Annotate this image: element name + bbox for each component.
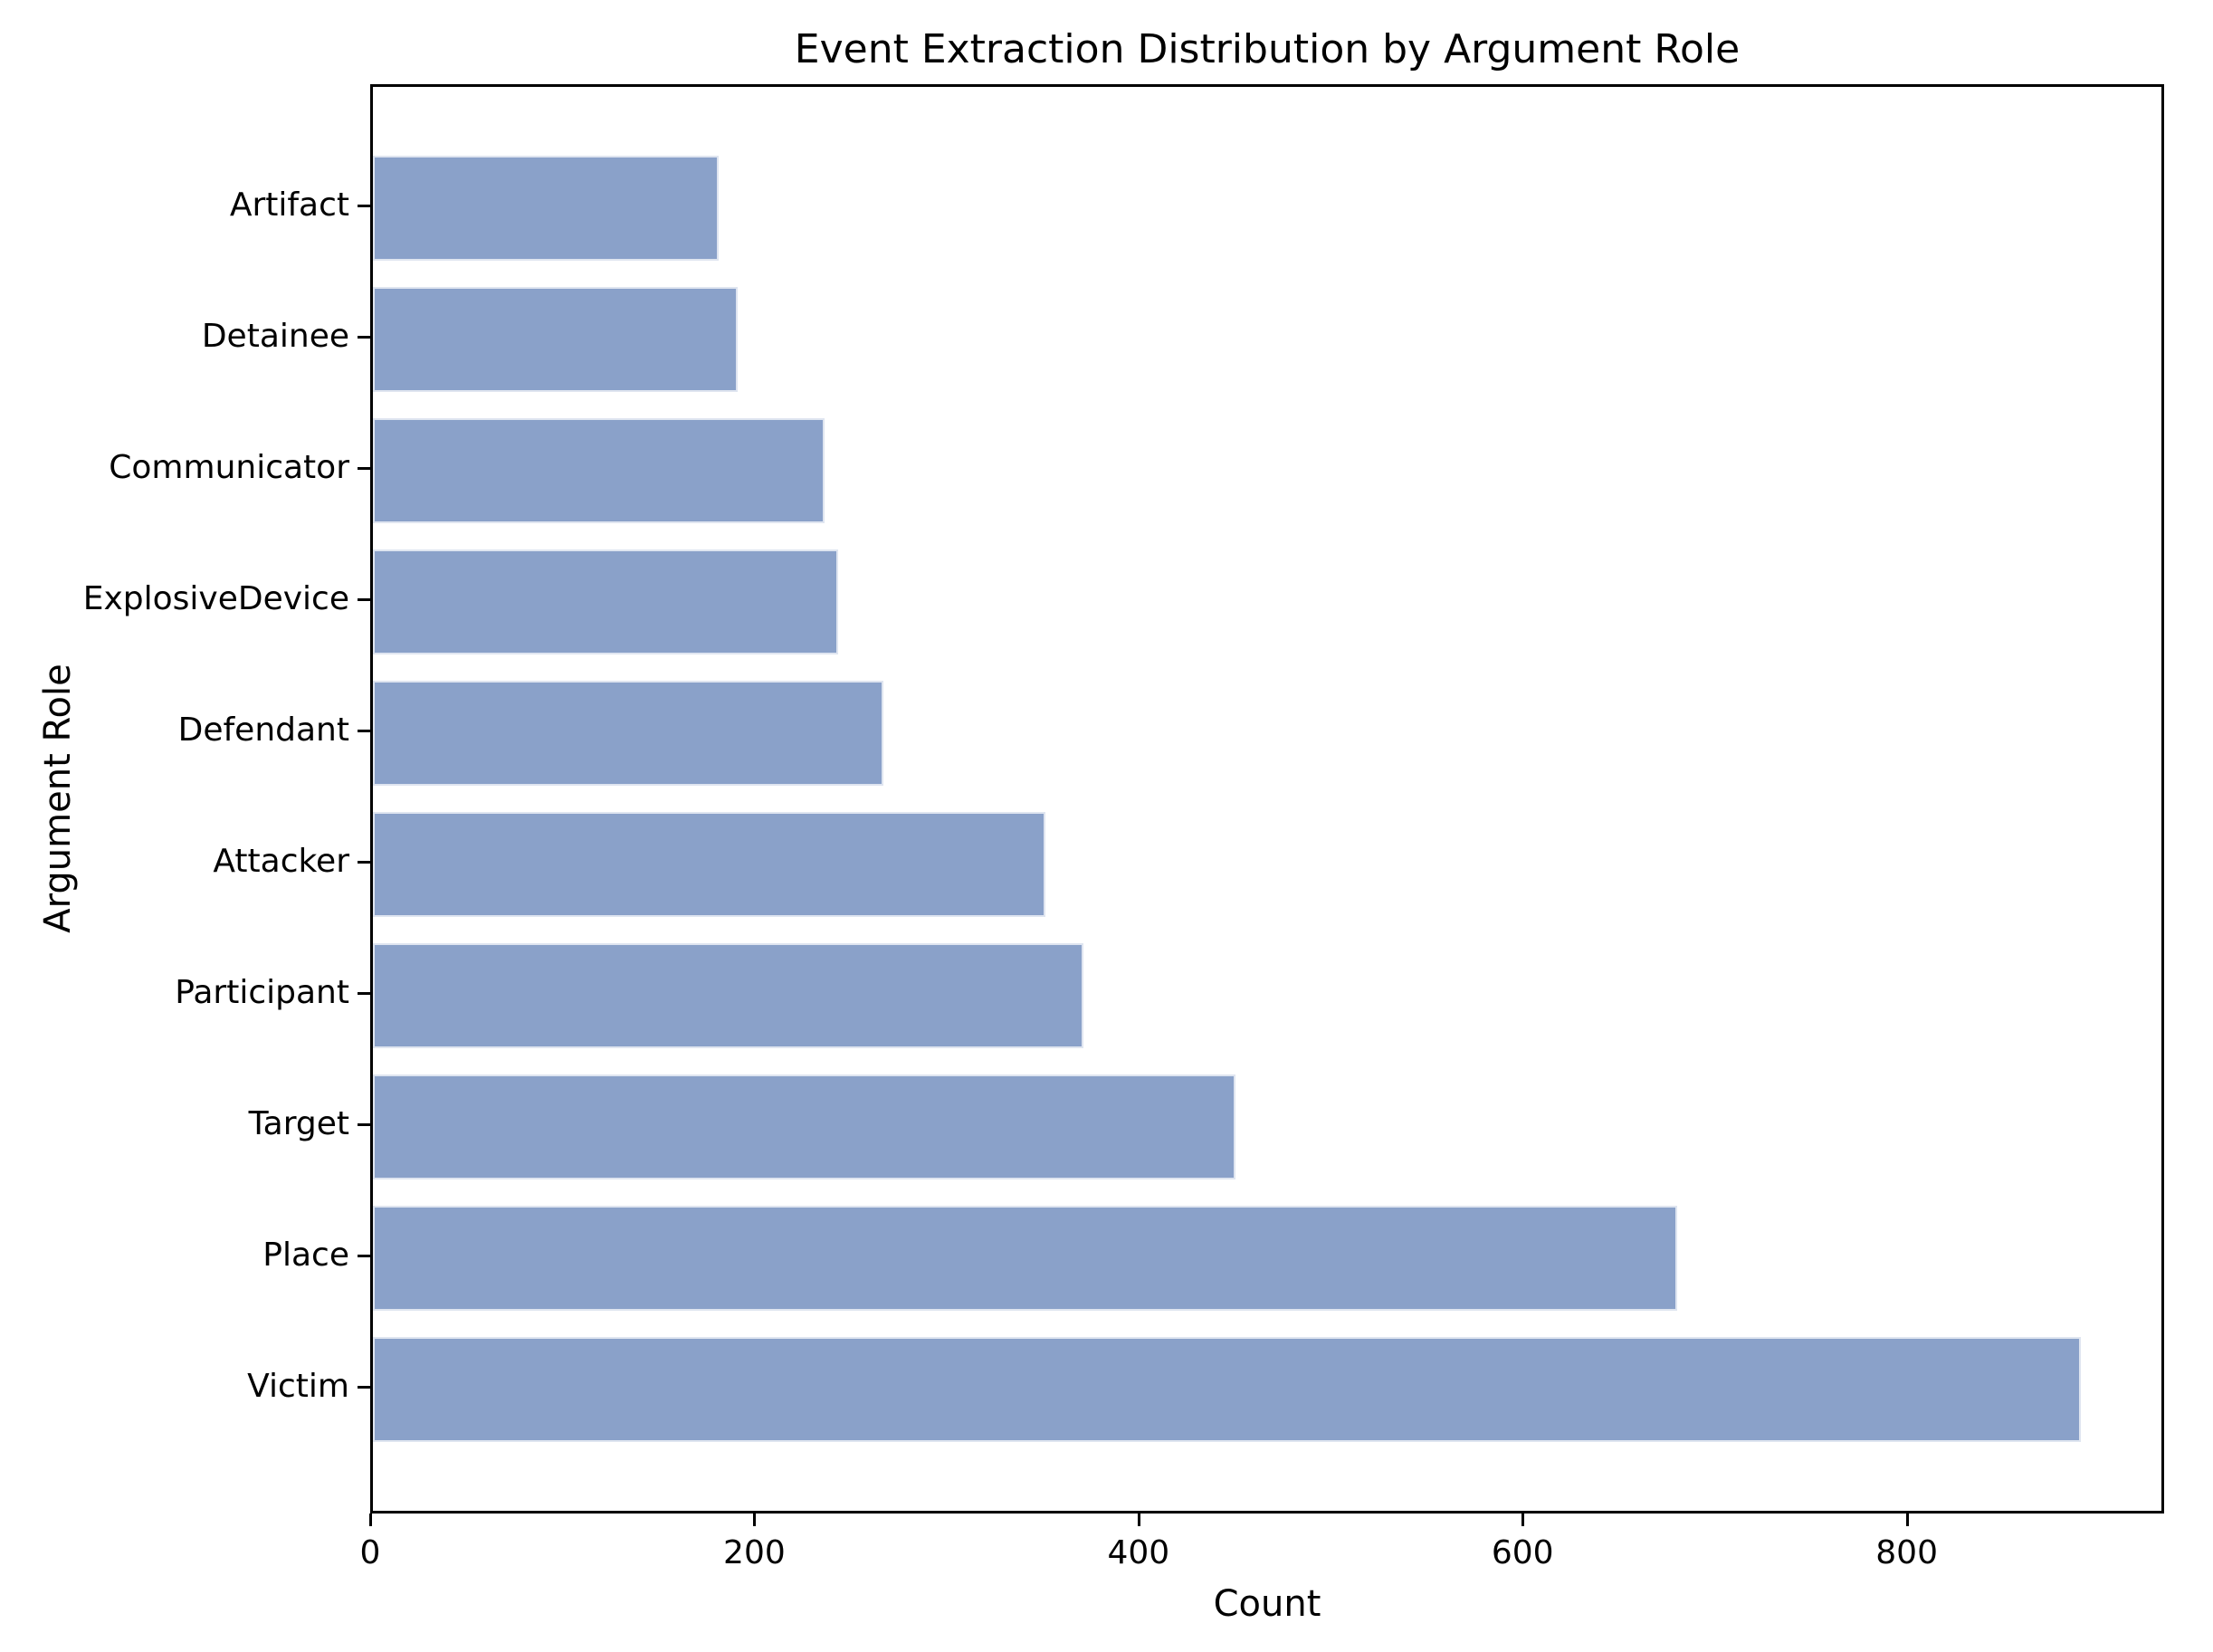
bar-explosivedevice [373,549,838,654]
y-tick-mark [358,466,370,470]
x-tick-mark [1521,1514,1525,1526]
y-tick-label-explosivedevice: ExplosiveDevice [82,579,349,617]
y-tick-mark [358,991,370,995]
x-tick-label-800: 800 [1875,1534,1938,1571]
bar-communicator [373,417,825,523]
bar-place [373,1205,1677,1311]
x-tick-label-400: 400 [1107,1534,1170,1571]
y-tick-label-participant: Participant [175,973,349,1011]
y-tick-label-communicator: Communicator [109,448,349,486]
bar-participant [373,942,1084,1048]
x-tick-mark [753,1514,757,1526]
y-tick-mark [358,335,370,339]
bar-artifact [373,155,719,261]
y-tick-label-detainee: Detainee [201,317,349,355]
y-tick-mark [358,1254,370,1257]
x-tick-label-600: 600 [1491,1534,1554,1571]
x-tick-mark [1137,1514,1140,1526]
y-tick-label-defendant: Defendant [177,711,349,749]
bar-attacker [373,811,1045,917]
y-tick-label-victim: Victim [247,1367,349,1405]
y-tick-mark [358,597,370,601]
bar-target [373,1074,1235,1179]
bar-detainee [373,286,739,392]
x-axis-label: Count [1213,1583,1321,1625]
y-tick-label-target: Target [248,1104,349,1142]
y-tick-mark [358,729,370,732]
y-tick-mark [358,860,370,864]
y-tick-label-artifact: Artifact [229,186,349,224]
y-tick-mark [358,204,370,207]
chart-title: Event Extraction Distribution by Argumen… [794,26,1741,72]
bar-victim [373,1336,2081,1442]
plot-area [370,84,2164,1514]
y-tick-mark [358,1122,370,1126]
x-tick-label-200: 200 [723,1534,786,1571]
bar-defendant [373,680,884,786]
y-tick-label-place: Place [262,1236,349,1274]
y-axis-label: Argument Role [37,664,79,933]
x-tick-mark [1905,1514,1909,1526]
x-tick-label-0: 0 [359,1534,381,1571]
x-tick-mark [369,1514,372,1526]
y-tick-mark [358,1385,370,1389]
y-tick-label-attacker: Attacker [213,842,349,880]
